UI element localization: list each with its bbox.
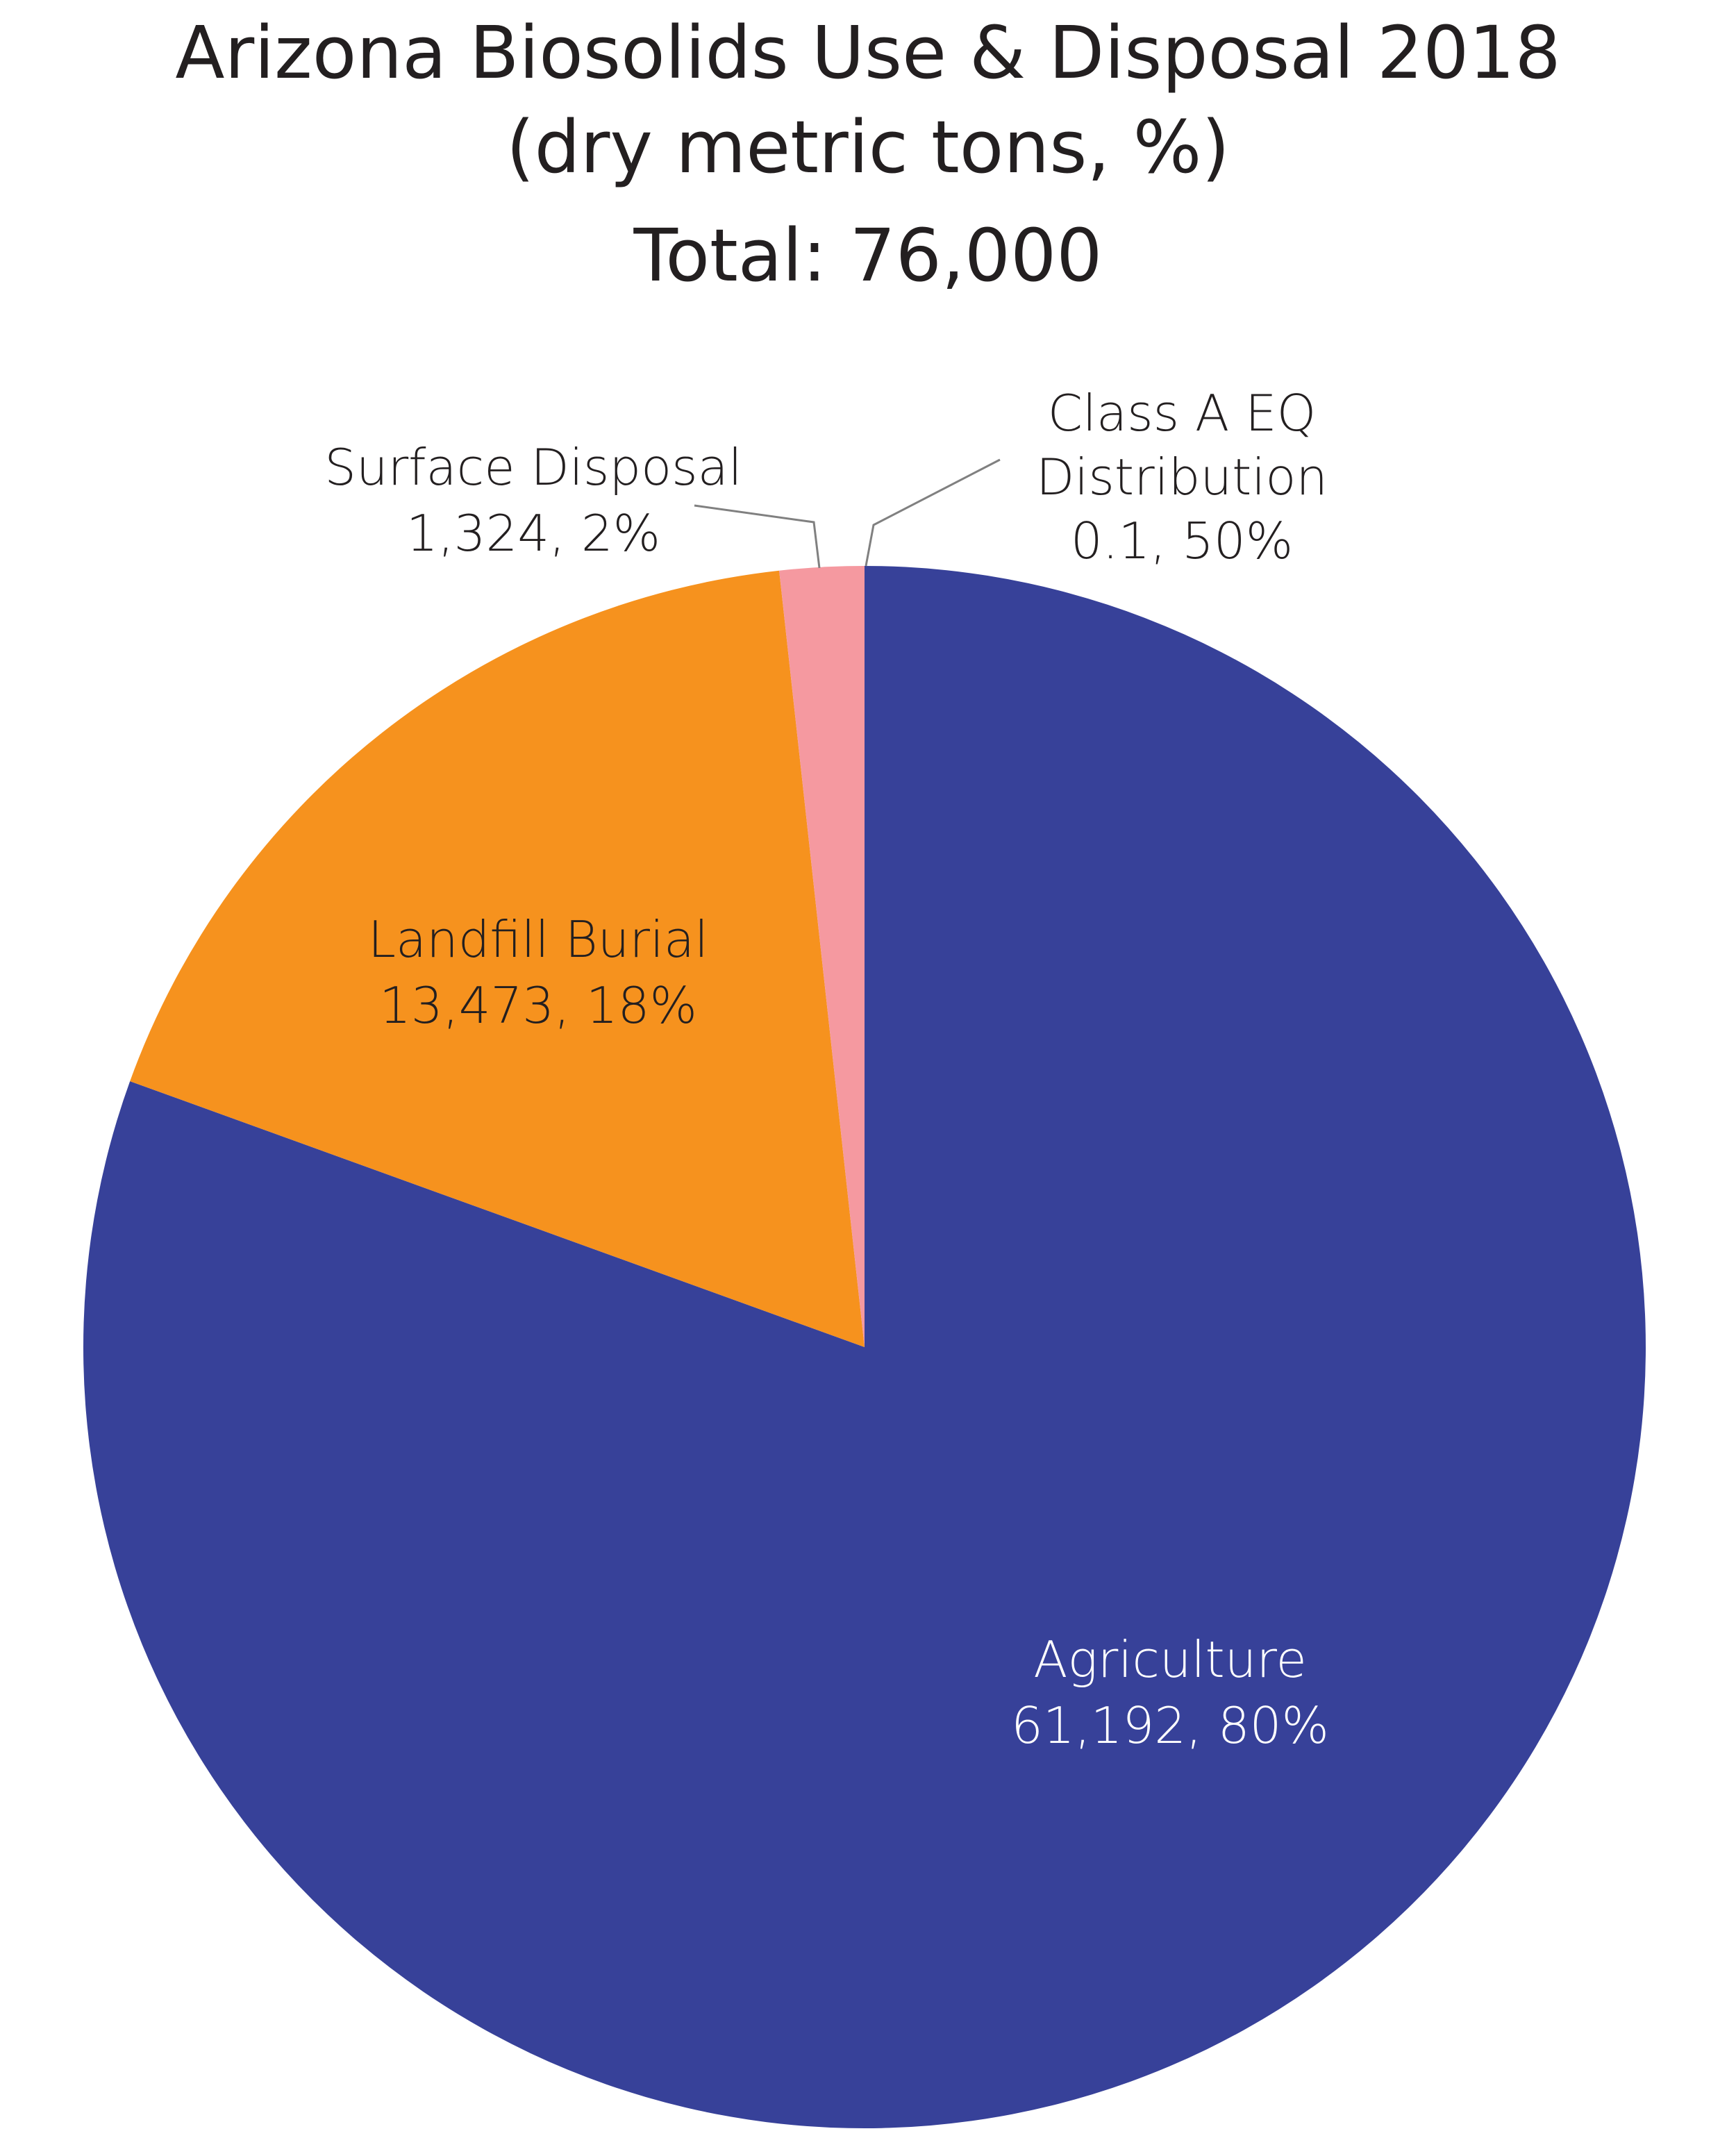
pie-slice-landfill-burial bbox=[130, 570, 865, 1347]
data-label-class-a-eq-distribution-line-3: 0.1, 50% bbox=[1071, 512, 1293, 570]
data-label-class-a-eq-distribution-line-2: Distribution bbox=[1036, 448, 1328, 506]
leader-line-surface-disposal bbox=[694, 504, 821, 569]
data-label-class-a-eq-distribution-line-1: Class A EQ bbox=[1048, 384, 1317, 442]
chart-subtitle: (dry metric tons, %) bbox=[506, 105, 1230, 190]
data-label-surface-disposal-line-1: Surface Disposal bbox=[324, 438, 742, 496]
slice-labels: Agriculture 61,192, 80% Landfill Burial 13,… bbox=[324, 384, 1329, 1755]
leader-line-class-a-eq-distribution bbox=[865, 458, 1001, 567]
data-label-agriculture-line-1: Agriculture bbox=[1033, 1630, 1306, 1689]
chart-title-block: Arizona Biosolids Use & Disposal 2018 (d… bbox=[175, 10, 1560, 298]
data-label-surface-disposal-line-2: 1,324, 2% bbox=[406, 504, 660, 562]
leader-lines bbox=[694, 458, 1001, 569]
data-label-landfill-burial-line-1: Landfill Burial bbox=[368, 910, 708, 969]
pie-slice-surface-disposal bbox=[779, 566, 865, 1347]
data-label-agriculture-line-2: 61,192, 80% bbox=[1011, 1696, 1329, 1755]
chart-title: Arizona Biosolids Use & Disposal 2018 bbox=[175, 10, 1560, 95]
pie-slice-agriculture bbox=[83, 566, 1646, 2128]
chart-total: Total: 76,000 bbox=[633, 213, 1103, 298]
pie-slices bbox=[83, 566, 1646, 2128]
data-label-landfill-burial-line-2: 13,473, 18% bbox=[379, 976, 697, 1035]
